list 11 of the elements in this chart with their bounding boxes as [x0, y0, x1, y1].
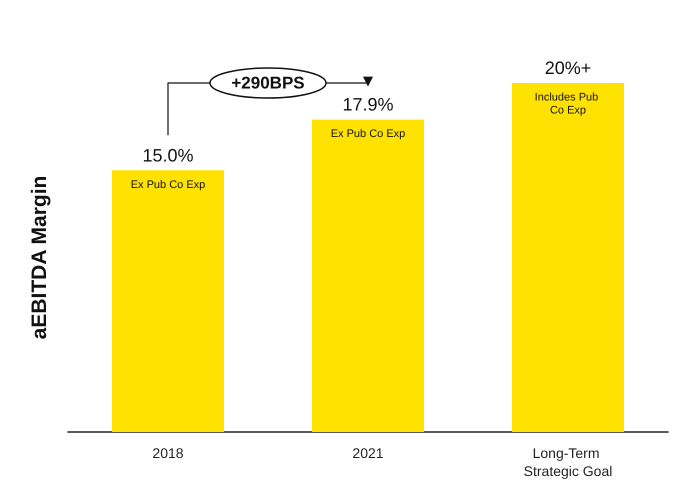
data-label: 17.9%	[342, 94, 394, 115]
annotation: Includes Pub Co Exp	[534, 92, 602, 116]
data-label: 20%+	[544, 58, 592, 78]
y-axis-title: aEBITDA Margin	[28, 176, 51, 340]
x-tick-label: 2018	[152, 445, 184, 461]
annotation: Ex Pub Co Exp	[130, 178, 206, 191]
annotation: +290BPS	[231, 74, 305, 92]
x-tick-label: 2021	[352, 445, 384, 461]
annotation: Ex Pub Co Exp	[330, 128, 406, 140]
x-tick-label: Long-Term Strategic Goal	[524, 445, 612, 479]
data-label: 15.0%	[142, 145, 194, 166]
